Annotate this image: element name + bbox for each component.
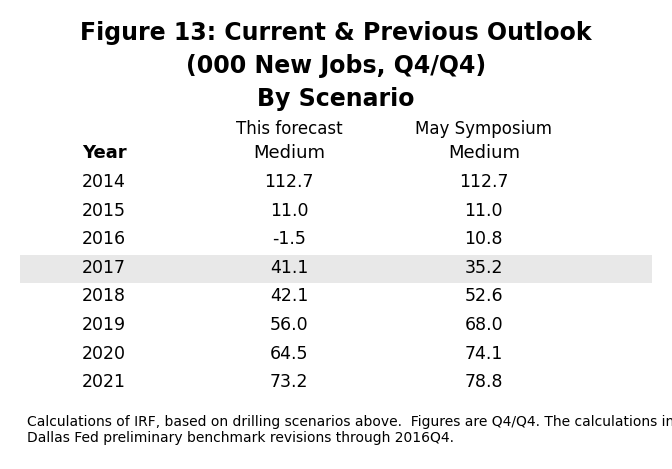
Text: 2018: 2018	[82, 287, 126, 305]
Text: 11.0: 11.0	[464, 202, 503, 219]
Text: 68.0: 68.0	[464, 316, 503, 334]
Text: Figure 13: Current & Previous Outlook: Figure 13: Current & Previous Outlook	[80, 21, 592, 45]
Text: Medium: Medium	[448, 144, 520, 162]
Text: 64.5: 64.5	[269, 345, 308, 363]
Text: 2014: 2014	[82, 173, 126, 191]
Text: 42.1: 42.1	[269, 287, 308, 305]
Text: May Symposium: May Symposium	[415, 120, 552, 137]
Text: 2015: 2015	[82, 202, 126, 219]
Text: 78.8: 78.8	[464, 373, 503, 391]
Text: 2016: 2016	[82, 230, 126, 248]
Text: 112.7: 112.7	[459, 173, 509, 191]
Text: By Scenario: By Scenario	[257, 87, 415, 111]
Text: 2020: 2020	[82, 345, 126, 363]
Text: 74.1: 74.1	[464, 345, 503, 363]
Text: 41.1: 41.1	[269, 259, 308, 277]
Text: This forecast: This forecast	[236, 120, 342, 137]
Text: -1.5: -1.5	[272, 230, 306, 248]
Text: 35.2: 35.2	[464, 259, 503, 277]
Text: 2019: 2019	[82, 316, 126, 334]
Text: 52.6: 52.6	[464, 287, 503, 305]
Text: 56.0: 56.0	[269, 316, 308, 334]
Text: 2021: 2021	[82, 373, 126, 391]
Text: 2017: 2017	[82, 259, 126, 277]
Text: 10.8: 10.8	[464, 230, 503, 248]
Text: Year: Year	[82, 144, 126, 162]
Text: 11.0: 11.0	[269, 202, 308, 219]
Text: (000 New Jobs, Q4/Q4): (000 New Jobs, Q4/Q4)	[186, 54, 486, 78]
Text: Medium: Medium	[253, 144, 325, 162]
Bar	[20, 255, 652, 283]
Text: 73.2: 73.2	[269, 373, 308, 391]
Text: Calculations of IRF, based on drilling scenarios above.  Figures are Q4/Q4. The : Calculations of IRF, based on drilling s…	[27, 415, 672, 445]
Text: 112.7: 112.7	[264, 173, 314, 191]
